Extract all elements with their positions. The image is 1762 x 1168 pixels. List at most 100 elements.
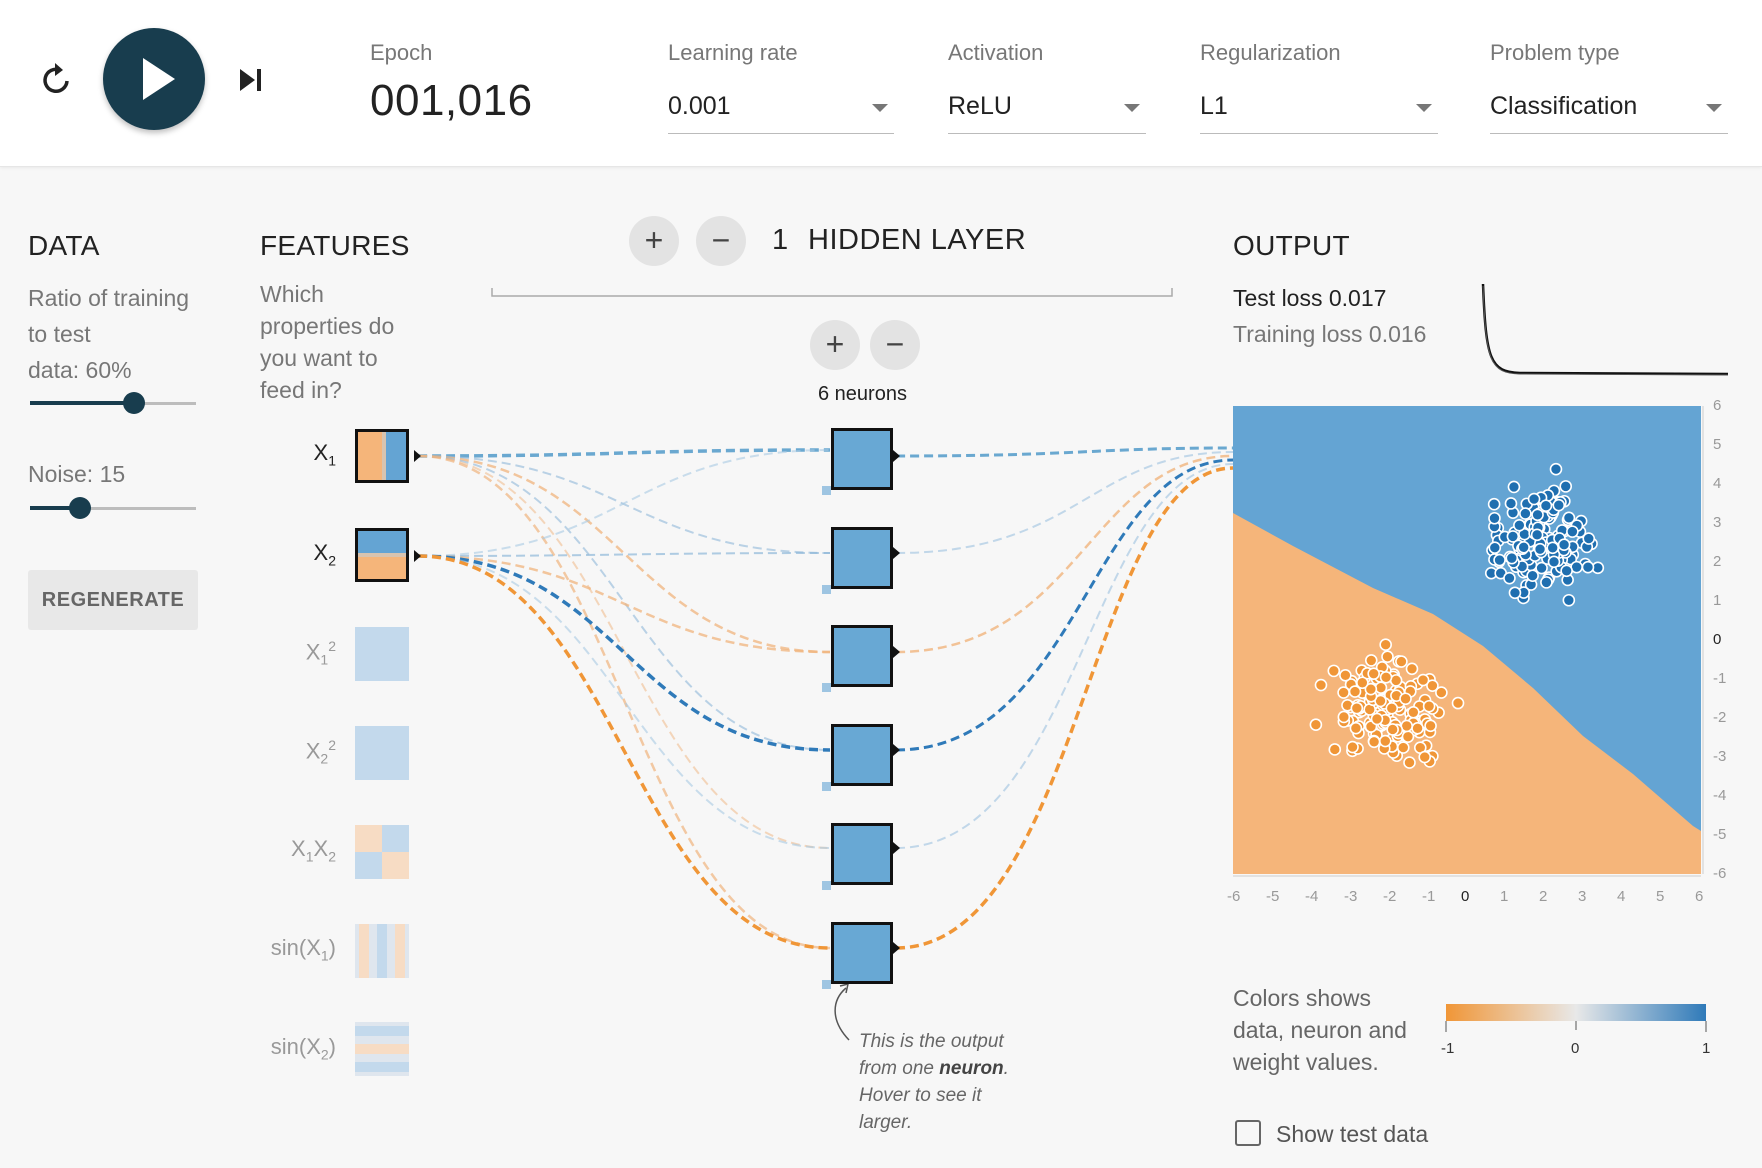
noise-slider-thumb[interactable] bbox=[69, 497, 91, 519]
x-axis-tick: -3 bbox=[1344, 888, 1358, 905]
data-point bbox=[1527, 492, 1541, 506]
hidden-neuron[interactable] bbox=[822, 724, 893, 791]
legend-line3: weight values. bbox=[1233, 1049, 1379, 1075]
y-axis-tick: 5 bbox=[1713, 436, 1722, 453]
neuron-bias-marker bbox=[822, 683, 831, 692]
reset-button[interactable] bbox=[34, 55, 82, 103]
callout-line4: larger. bbox=[859, 1112, 913, 1133]
data-point bbox=[1350, 701, 1364, 715]
data-point bbox=[1367, 735, 1381, 749]
feature-x1[interactable] bbox=[355, 429, 409, 483]
data-point bbox=[1540, 576, 1553, 589]
data-point bbox=[1488, 541, 1502, 555]
link-x1-n3 bbox=[417, 454, 831, 654]
dropdown-arrow-icon bbox=[872, 104, 888, 112]
link-x2-n2 bbox=[417, 552, 831, 557]
data-point bbox=[1314, 678, 1328, 692]
data-point bbox=[1581, 560, 1595, 574]
y-axis-tick: 4 bbox=[1713, 475, 1722, 492]
neuron-bias-marker bbox=[822, 881, 831, 890]
link-x2-n3 bbox=[417, 554, 831, 654]
link-n5-out bbox=[895, 463, 1234, 849]
problem-type-select[interactable]: Classification bbox=[1490, 90, 1728, 134]
problem-type-label: Problem type bbox=[1490, 40, 1620, 65]
regularization-select[interactable]: L1 bbox=[1200, 90, 1438, 134]
y-axis-tick: 2 bbox=[1713, 553, 1722, 570]
arrow-head-n6 bbox=[893, 942, 900, 954]
hidden-neuron[interactable] bbox=[822, 823, 893, 890]
x-axis-tick: -2 bbox=[1383, 888, 1397, 905]
feature-x1x2-heatmap bbox=[355, 825, 409, 879]
step-button[interactable] bbox=[232, 60, 272, 100]
hidden-neuron[interactable] bbox=[822, 527, 893, 594]
feature-sin-x1[interactable] bbox=[355, 924, 409, 978]
ratio-slider-thumb[interactable] bbox=[123, 392, 145, 414]
output-heading: OUTPUT bbox=[1233, 230, 1350, 261]
remove-layer-button[interactable]: − bbox=[696, 216, 746, 266]
data-point bbox=[1309, 718, 1323, 731]
neuron-bias-marker bbox=[822, 782, 831, 791]
arrow-head-n4 bbox=[893, 744, 900, 756]
test-loss-line bbox=[1482, 285, 1729, 376]
data-point bbox=[1557, 538, 1571, 552]
add-neuron-button[interactable]: + bbox=[810, 320, 860, 370]
y-axis-tick: 3 bbox=[1713, 514, 1722, 531]
training-loss-line bbox=[1481, 283, 1729, 376]
ratio-label-line3: data: 60% bbox=[28, 357, 132, 383]
features-question: Which properties do you want to feed in? bbox=[260, 281, 395, 403]
problem-type-value: Classification bbox=[1490, 92, 1638, 120]
output-heatmap[interactable] bbox=[1233, 406, 1701, 874]
noise-label: Noise: 15 bbox=[28, 461, 126, 487]
data-point bbox=[1399, 692, 1412, 706]
hidden-neuron[interactable] bbox=[822, 625, 893, 692]
data-point bbox=[1519, 507, 1532, 520]
link-x2-n6 bbox=[417, 554, 831, 950]
regularization-value: L1 bbox=[1200, 92, 1228, 120]
show-test-data-checkbox[interactable] bbox=[1235, 1120, 1261, 1146]
feature-x1-squared[interactable] bbox=[355, 627, 409, 681]
data-point bbox=[1401, 730, 1415, 743]
data-point bbox=[1379, 638, 1392, 652]
data-point bbox=[1403, 756, 1416, 769]
feature-x2[interactable] bbox=[355, 528, 409, 582]
data-point bbox=[1503, 571, 1516, 585]
epoch-label: Epoch bbox=[370, 40, 433, 65]
data-point bbox=[1533, 542, 1547, 556]
data-point bbox=[1374, 681, 1388, 694]
play-button[interactable] bbox=[103, 28, 205, 130]
hidden-neuron[interactable] bbox=[822, 922, 893, 989]
data-point bbox=[1416, 673, 1430, 687]
feature-x2-squared[interactable] bbox=[355, 726, 409, 780]
feature-x1x2[interactable] bbox=[355, 825, 409, 879]
x-axis-line bbox=[1233, 875, 1701, 877]
hidden-layer-title: HIDDEN LAYER bbox=[808, 224, 1027, 256]
x-axis-tick: 5 bbox=[1656, 888, 1665, 905]
learning-rate-select[interactable]: 0.001 bbox=[668, 90, 894, 134]
neuron-count-label: 6 neurons bbox=[818, 383, 907, 405]
data-point bbox=[1385, 702, 1399, 715]
feature-label-x1-squared: X12 bbox=[305, 638, 336, 668]
data-point bbox=[1506, 530, 1520, 543]
arrow-head-n2 bbox=[893, 547, 900, 559]
link-x1-n1 bbox=[417, 448, 831, 458]
hidden-neuron[interactable] bbox=[822, 428, 893, 495]
remove-neuron-button[interactable]: − bbox=[870, 320, 920, 370]
x-axis-tick: 6 bbox=[1695, 888, 1704, 905]
link-n4-out bbox=[895, 458, 1234, 752]
data-point bbox=[1327, 664, 1341, 678]
ratio-label-line2: to test bbox=[28, 321, 91, 347]
link-x2-n4 bbox=[417, 554, 831, 752]
ratio-slider-fill bbox=[30, 401, 134, 405]
feature-x1-heatmap bbox=[358, 432, 406, 480]
add-layer-button[interactable]: + bbox=[629, 216, 679, 266]
arrow-head-n5 bbox=[893, 842, 900, 854]
data-point bbox=[1531, 508, 1544, 522]
neuron-callout: This is the output from one neuron. Hove… bbox=[859, 1028, 1029, 1136]
regenerate-button[interactable]: REGENERATE bbox=[28, 570, 198, 630]
callout-line3: Hover to see it bbox=[859, 1085, 982, 1106]
activation-select[interactable]: ReLU bbox=[948, 90, 1146, 134]
feature-sin-x2[interactable] bbox=[355, 1022, 409, 1076]
noise-slider[interactable] bbox=[30, 507, 196, 510]
y-axis-tick: -3 bbox=[1713, 748, 1727, 765]
x-axis-tick: 1 bbox=[1500, 888, 1509, 905]
